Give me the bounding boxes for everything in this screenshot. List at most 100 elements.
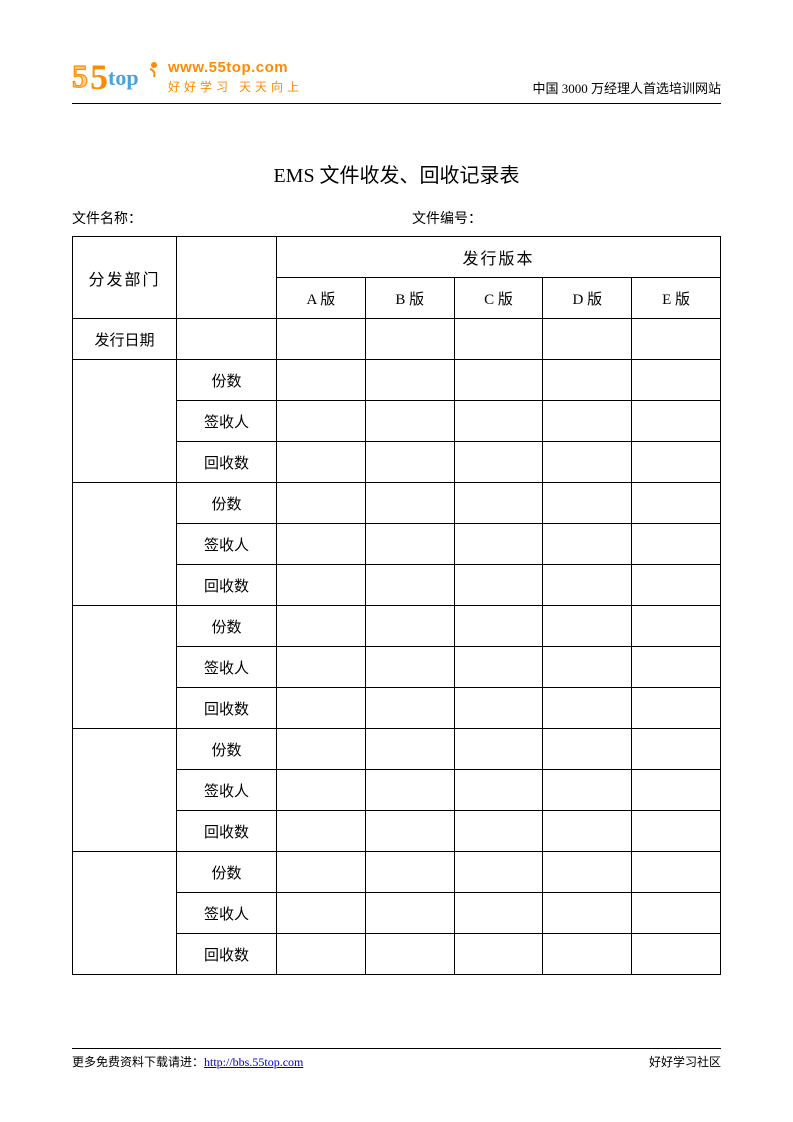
cell <box>454 647 543 688</box>
cell <box>454 401 543 442</box>
cell <box>365 893 454 934</box>
svg-text:5: 5 <box>90 57 108 97</box>
cell <box>454 565 543 606</box>
dept-cell <box>73 606 177 729</box>
logo-slogan: 好好学习 天天向上 <box>168 78 303 95</box>
cell <box>632 606 721 647</box>
version-d: D 版 <box>543 278 632 319</box>
dept-header: 分发部门 <box>73 237 177 319</box>
cell <box>454 442 543 483</box>
cell <box>632 319 721 360</box>
cell <box>454 852 543 893</box>
svg-text:5: 5 <box>72 58 88 94</box>
cell <box>543 319 632 360</box>
meta-row: 文件名称： 文件编号： <box>72 208 721 228</box>
cell <box>454 360 543 401</box>
page-title: EMS 文件收发、回收记录表 <box>72 159 721 188</box>
cell <box>277 893 366 934</box>
row-label: 签收人 <box>177 893 277 934</box>
cell <box>632 442 721 483</box>
cell <box>632 688 721 729</box>
cell <box>365 483 454 524</box>
cell <box>543 811 632 852</box>
dept-cell <box>73 483 177 606</box>
row-label: 回收数 <box>177 442 277 483</box>
cell <box>454 934 543 975</box>
version-b: B 版 <box>365 278 454 319</box>
dept-cell <box>73 729 177 852</box>
cell <box>543 893 632 934</box>
cell <box>277 934 366 975</box>
cell <box>277 442 366 483</box>
cell <box>277 729 366 770</box>
cell <box>632 852 721 893</box>
cell <box>454 770 543 811</box>
cell <box>277 401 366 442</box>
cell <box>365 688 454 729</box>
cell <box>277 360 366 401</box>
cell <box>365 319 454 360</box>
cell <box>543 688 632 729</box>
empty-header <box>177 237 277 319</box>
row-label: 签收人 <box>177 524 277 565</box>
cell <box>454 893 543 934</box>
page-header: 5 5 top www.55top.com 好好学习 天天向上 中国 3000 … <box>72 55 721 104</box>
cell <box>543 647 632 688</box>
cell <box>365 647 454 688</box>
row-label: 份数 <box>177 360 277 401</box>
cell <box>632 893 721 934</box>
cell <box>543 606 632 647</box>
cell <box>543 360 632 401</box>
cell <box>632 401 721 442</box>
cell <box>277 606 366 647</box>
cell <box>454 688 543 729</box>
cell <box>543 524 632 565</box>
row-label: 份数 <box>177 852 277 893</box>
cell <box>277 647 366 688</box>
cell <box>543 852 632 893</box>
cell <box>277 319 366 360</box>
cell <box>365 811 454 852</box>
file-code-label: 文件编号： <box>412 208 482 228</box>
cell <box>277 852 366 893</box>
cell <box>277 483 366 524</box>
row-label: 份数 <box>177 729 277 770</box>
cell <box>543 770 632 811</box>
logo-block: 5 5 top www.55top.com 好好学习 天天向上 <box>72 55 303 99</box>
cell <box>632 934 721 975</box>
cell <box>365 524 454 565</box>
logo-url: www.55top.com <box>168 59 303 76</box>
cell <box>632 729 721 770</box>
row-label: 签收人 <box>177 770 277 811</box>
cell <box>543 934 632 975</box>
version-header: 发行版本 <box>277 237 721 278</box>
cell <box>632 524 721 565</box>
cell <box>454 483 543 524</box>
footer-right: 好好学习社区 <box>649 1053 721 1070</box>
version-e: E 版 <box>632 278 721 319</box>
cell <box>365 852 454 893</box>
cell <box>632 360 721 401</box>
version-a: A 版 <box>277 278 366 319</box>
footer-link[interactable]: http://bbs.55top.com <box>204 1055 303 1069</box>
cell <box>632 647 721 688</box>
row-label: 份数 <box>177 483 277 524</box>
row-label: 回收数 <box>177 934 277 975</box>
dept-cell <box>73 852 177 975</box>
cell <box>543 483 632 524</box>
cell <box>632 483 721 524</box>
cell <box>632 565 721 606</box>
cell <box>365 729 454 770</box>
cell <box>365 401 454 442</box>
row-label: 回收数 <box>177 811 277 852</box>
cell <box>365 442 454 483</box>
row-label: 回收数 <box>177 565 277 606</box>
record-table: 分发部门 发行版本 A 版 B 版 C 版 D 版 E 版 发行日期 份数签收人… <box>72 236 721 975</box>
cell <box>365 565 454 606</box>
cell <box>543 565 632 606</box>
row-label: 签收人 <box>177 401 277 442</box>
cell <box>454 811 543 852</box>
issue-date-label: 发行日期 <box>73 319 177 360</box>
svg-text:top: top <box>108 65 139 90</box>
logo-icon: 5 5 top <box>72 55 162 99</box>
